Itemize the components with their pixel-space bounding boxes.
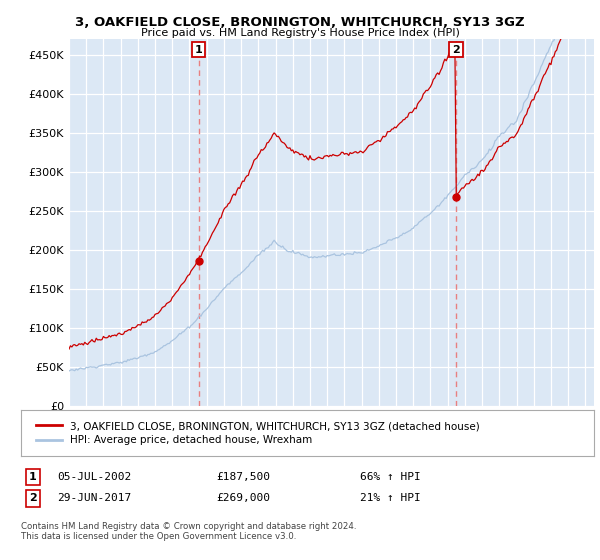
Text: 1: 1 [29,472,37,482]
Text: Contains HM Land Registry data © Crown copyright and database right 2024.
This d: Contains HM Land Registry data © Crown c… [21,522,356,542]
Text: 29-JUN-2017: 29-JUN-2017 [57,493,131,503]
Text: 3, OAKFIELD CLOSE, BRONINGTON, WHITCHURCH, SY13 3GZ: 3, OAKFIELD CLOSE, BRONINGTON, WHITCHURC… [75,16,525,29]
Text: 05-JUL-2002: 05-JUL-2002 [57,472,131,482]
Text: 2: 2 [29,493,37,503]
Text: 1: 1 [195,45,203,55]
Text: £269,000: £269,000 [216,493,270,503]
Legend: 3, OAKFIELD CLOSE, BRONINGTON, WHITCHURCH, SY13 3GZ (detached house), HPI: Avera: 3, OAKFIELD CLOSE, BRONINGTON, WHITCHURC… [32,417,484,450]
Text: £187,500: £187,500 [216,472,270,482]
Text: 21% ↑ HPI: 21% ↑ HPI [360,493,421,503]
Text: Price paid vs. HM Land Registry's House Price Index (HPI): Price paid vs. HM Land Registry's House … [140,28,460,38]
Text: 2: 2 [452,45,460,55]
Text: 66% ↑ HPI: 66% ↑ HPI [360,472,421,482]
